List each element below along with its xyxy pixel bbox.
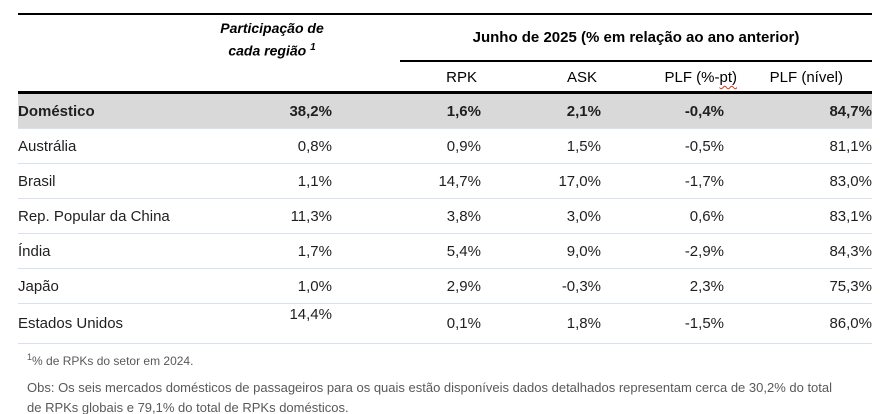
plf-pt-cell: 2,3% bbox=[601, 268, 724, 304]
rpk-cell: 2,9% bbox=[332, 268, 481, 304]
rpk-cell: 14,7% bbox=[332, 163, 481, 199]
ask-cell: 9,0% bbox=[481, 233, 601, 269]
plf-level-cell: 84,7% bbox=[724, 94, 872, 129]
plf-level-cell: 84,3% bbox=[724, 233, 872, 269]
share-header-footnote-marker: 1 bbox=[310, 42, 316, 53]
table-row-australia: Austrália 0,8% 0,9% 1,5% -0,5% 81,1% bbox=[18, 128, 872, 164]
table-row-estados-unidos: Estados Unidos 14,4% 0,1% 1,8% -1,5% 86,… bbox=[18, 303, 872, 344]
plf-pt-label-prefix: PLF (%- bbox=[664, 69, 720, 86]
plf-pt-cell: -1,7% bbox=[601, 163, 724, 199]
rpk-cell: 5,4% bbox=[332, 233, 481, 269]
ask-cell: 17,0% bbox=[481, 163, 601, 199]
column-header-rpk: RPK bbox=[446, 69, 477, 86]
rpk-cell: 0,1% bbox=[332, 303, 481, 344]
rpk-cell: 0,9% bbox=[332, 128, 481, 164]
period-header: Junho de 2025 (% em relação ao ano anter… bbox=[400, 15, 872, 62]
share-column-header: Participação de cada região 1 bbox=[194, 19, 350, 61]
ask-cell: 1,5% bbox=[481, 128, 601, 164]
region-cell: Japão bbox=[18, 268, 208, 304]
plf-level-cell: 75,3% bbox=[724, 268, 872, 304]
share-cell: 1,7% bbox=[208, 233, 332, 269]
plf-pt-label-spellcheck: pt) bbox=[719, 69, 737, 86]
share-cell: 14,4% bbox=[208, 303, 332, 344]
plf-level-cell: 86,0% bbox=[724, 303, 872, 344]
plf-level-cell: 83,1% bbox=[724, 198, 872, 234]
region-cell: Índia bbox=[18, 233, 208, 269]
column-header-plf-pt: PLF (%-pt) bbox=[664, 69, 737, 86]
region-cell: Austrália bbox=[18, 128, 208, 164]
region-cell: Rep. Popular da China bbox=[18, 198, 208, 234]
plf-pt-cell: -0,4% bbox=[601, 94, 724, 129]
observation-note: Obs: Os seis mercados domésticos de pass… bbox=[27, 380, 833, 414]
rpk-cell: 1,6% bbox=[332, 94, 481, 129]
share-cell: 1,0% bbox=[208, 268, 332, 304]
share-cell: 11,3% bbox=[208, 198, 332, 234]
footnote-marker: 1 bbox=[27, 352, 33, 362]
plf-pt-cell: -0,5% bbox=[601, 128, 724, 164]
metric-column-labels-row: RPK ASK PLF (%-pt) PLF (nível) bbox=[18, 62, 872, 94]
share-cell: 0,8% bbox=[208, 128, 332, 164]
column-header-plf-level: PLF (nível) bbox=[769, 69, 843, 86]
plf-level-cell: 83,0% bbox=[724, 163, 872, 199]
table-row-china: Rep. Popular da China 11,3% 3,8% 3,0% 0,… bbox=[18, 198, 872, 234]
plf-pt-cell: -1,5% bbox=[601, 303, 724, 344]
ask-cell: 1,8% bbox=[481, 303, 601, 344]
table-row-japao: Japão 1,0% 2,9% -0,3% 2,3% 75,3% bbox=[18, 268, 872, 304]
region-cell: Brasil bbox=[18, 163, 208, 199]
table-header-band: Participação de cada região 1 Junho de 2… bbox=[18, 13, 872, 62]
footnote-share: 1% de RPKs do setor em 2024. bbox=[18, 352, 872, 368]
table-row-brasil: Brasil 1,1% 14,7% 17,0% -1,7% 83,0% bbox=[18, 163, 872, 199]
table-row-domestico: Doméstico 38,2% 1,6% 2,1% -0,4% 84,7% bbox=[18, 94, 872, 129]
share-cell: 1,1% bbox=[208, 163, 332, 199]
plf-level-cell: 81,1% bbox=[724, 128, 872, 164]
region-cell: Estados Unidos bbox=[18, 303, 208, 344]
plf-pt-cell: -2,9% bbox=[601, 233, 724, 269]
data-grid: Doméstico 38,2% 1,6% 2,1% -0,4% 84,7% Au… bbox=[18, 94, 872, 344]
share-header-line2: cada região bbox=[228, 42, 307, 59]
footnote-text: % de RPKs do setor em 2024. bbox=[32, 354, 194, 368]
plf-pt-cell: 0,6% bbox=[601, 198, 724, 234]
region-cell: Doméstico bbox=[18, 94, 208, 129]
ask-cell: 3,0% bbox=[481, 198, 601, 234]
ask-cell: -0,3% bbox=[481, 268, 601, 304]
domestic-markets-table: Participação de cada região 1 Junho de 2… bbox=[18, 13, 872, 414]
share-cell: 38,2% bbox=[208, 94, 332, 129]
ask-cell: 2,1% bbox=[481, 94, 601, 129]
column-header-ask: ASK bbox=[566, 69, 597, 86]
table-row-india: Índia 1,7% 5,4% 9,0% -2,9% 84,3% bbox=[18, 233, 872, 269]
rpk-cell: 3,8% bbox=[332, 198, 481, 234]
share-header-line1: Participação de bbox=[220, 20, 324, 36]
